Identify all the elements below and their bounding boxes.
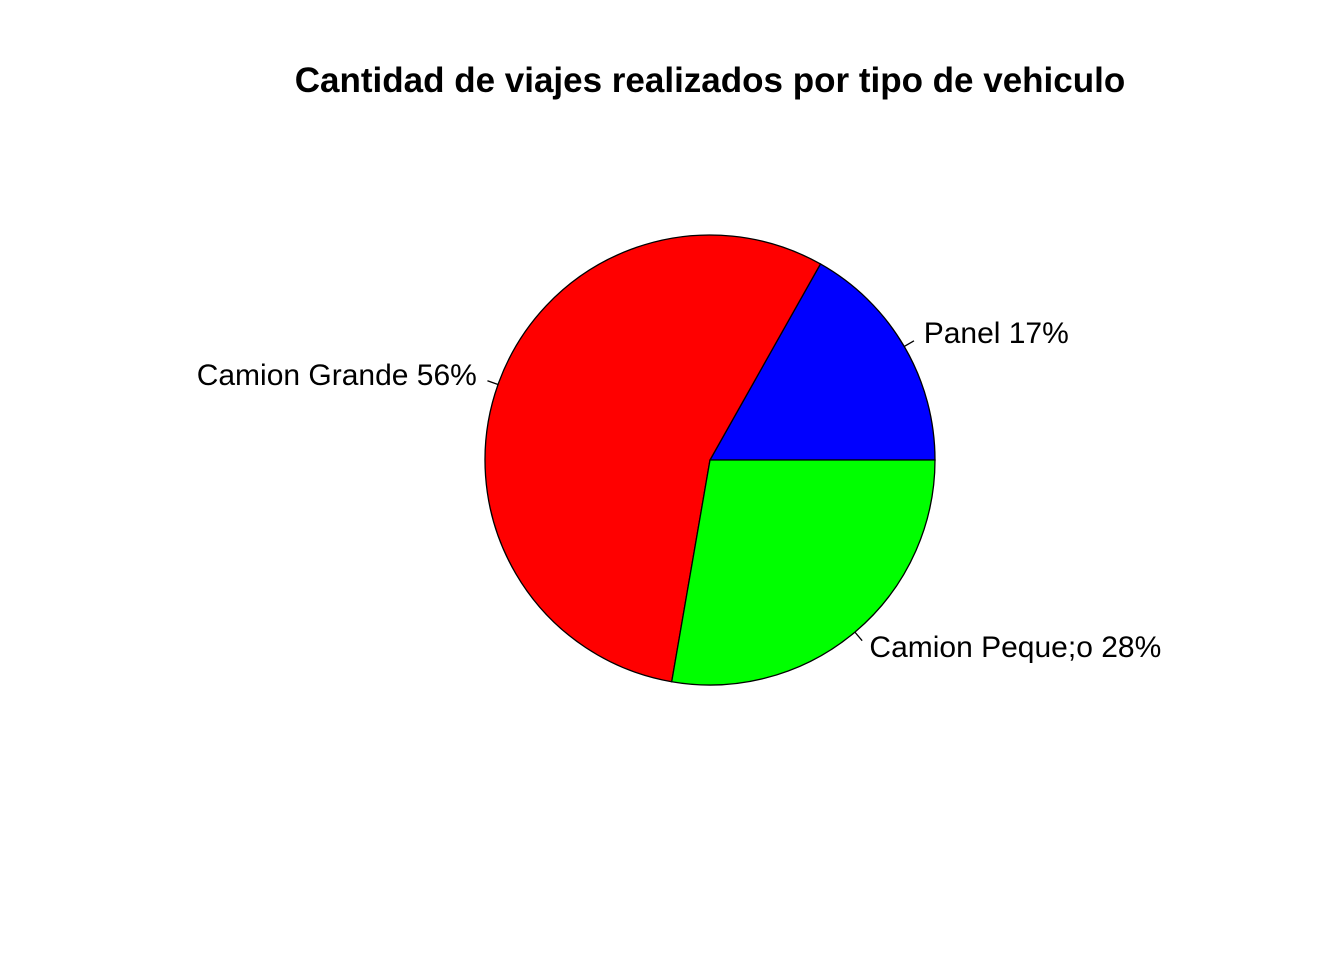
pie-slices [484,234,936,686]
leader-line-panel [903,340,915,348]
pie-leader-lines [487,340,915,642]
pie-slice-panel [708,263,936,461]
pie-slice-camion-grande [484,234,822,683]
slice-label-camion-grande: Camion Grande 56% [197,359,477,392]
leader-line-camion-grande [487,380,499,386]
leader-line-camion-peque-o [854,631,863,642]
chart-title: Cantidad de viajes realizados por tipo d… [295,61,1125,100]
slice-label-panel: Panel 17% [924,317,1069,350]
slice-label-camion-peque-o: Camion Peque;o 28% [869,631,1161,664]
pie-labels: Panel 17% Camion Grande 56% Camion Peque;o… [197,317,1162,664]
